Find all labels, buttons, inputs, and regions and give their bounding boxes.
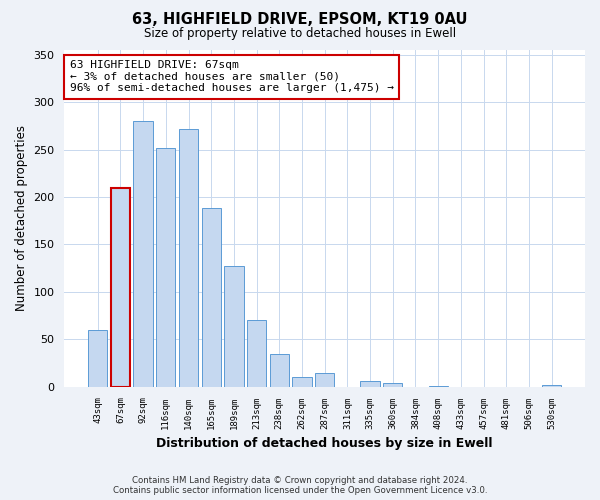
Bar [111, 188, 130, 386]
Text: Size of property relative to detached houses in Ewell: Size of property relative to detached ho… [144, 28, 456, 40]
Bar [156, 148, 175, 386]
Text: 63, HIGHFIELD DRIVE, EPSOM, KT19 0AU: 63, HIGHFIELD DRIVE, EPSOM, KT19 0AU [132, 12, 468, 28]
Bar [202, 208, 221, 386]
Bar [179, 128, 198, 386]
Bar [111, 188, 130, 386]
Text: Contains HM Land Registry data © Crown copyright and database right 2024.
Contai: Contains HM Land Registry data © Crown c… [113, 476, 487, 495]
X-axis label: Distribution of detached houses by size in Ewell: Distribution of detached houses by size … [157, 437, 493, 450]
Bar [292, 377, 311, 386]
Y-axis label: Number of detached properties: Number of detached properties [15, 126, 28, 312]
Bar [247, 320, 266, 386]
Bar [88, 330, 107, 386]
Bar [542, 385, 562, 386]
Bar [361, 381, 380, 386]
Bar [315, 374, 334, 386]
Bar [133, 121, 153, 386]
Bar [269, 354, 289, 386]
Text: 63 HIGHFIELD DRIVE: 67sqm
← 3% of detached houses are smaller (50)
96% of semi-d: 63 HIGHFIELD DRIVE: 67sqm ← 3% of detach… [70, 60, 394, 94]
Bar [383, 383, 403, 386]
Bar [224, 266, 244, 386]
